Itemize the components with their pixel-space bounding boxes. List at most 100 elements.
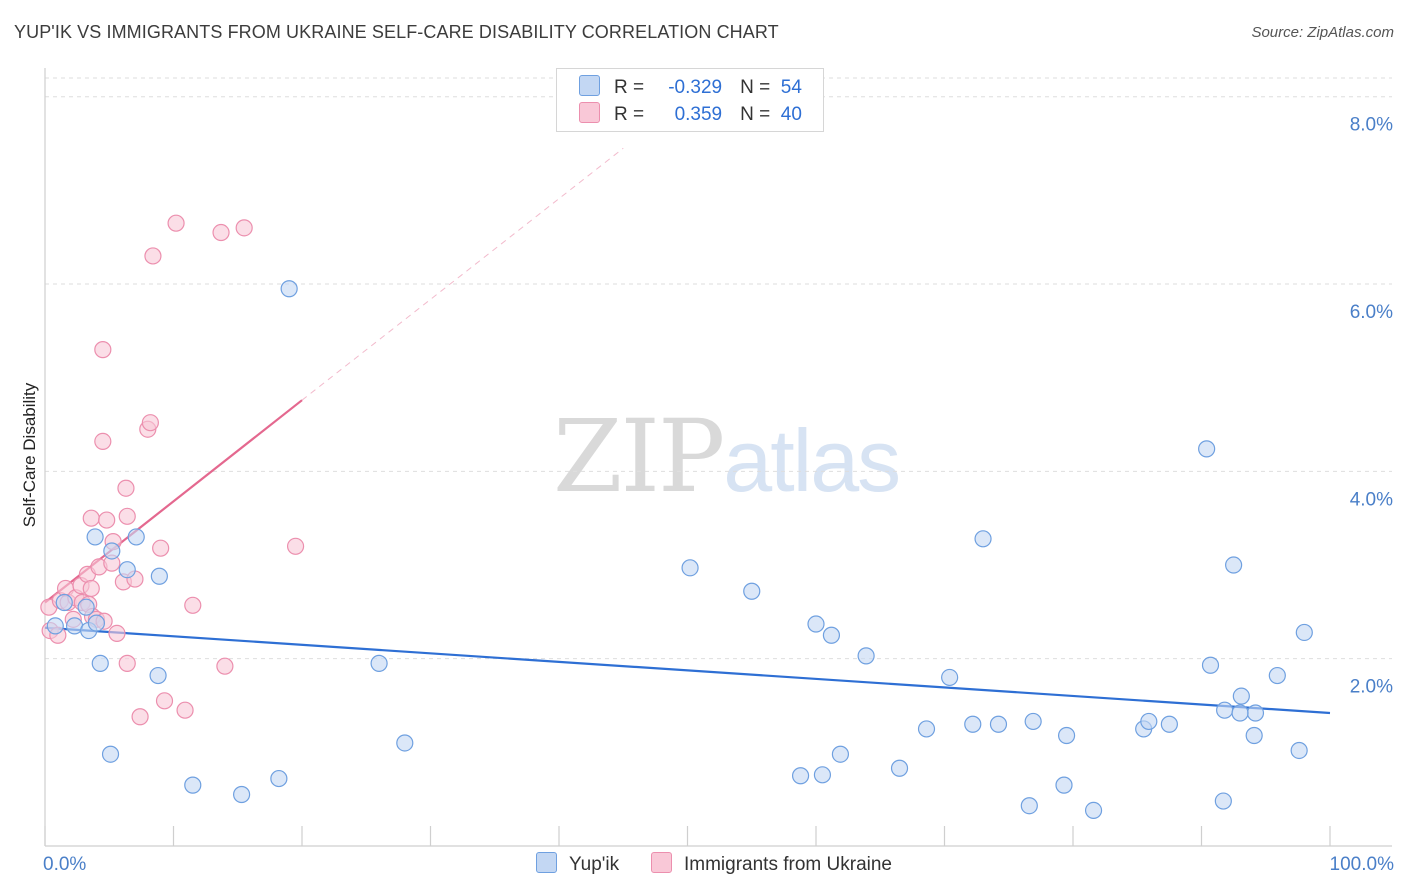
data-point-yupik: [1024, 712, 1042, 731]
data-point-ukraine: [212, 223, 230, 242]
bottom-legend-yupik: Yup'ik: [536, 852, 619, 878]
legend-r-label: R =: [614, 77, 645, 98]
y-tick-label: 2.0%: [1350, 677, 1393, 698]
source-label: Source: ZipAtlas.com: [1251, 24, 1394, 41]
data-point-yupik: [1055, 776, 1073, 794]
legend-r-label: R =: [614, 104, 645, 125]
data-point-ukraine: [176, 701, 194, 719]
data-point-ukraine: [118, 654, 136, 672]
data-point-yupik: [890, 759, 909, 777]
data-point-yupik: [1225, 556, 1243, 574]
data-point-yupik: [941, 668, 959, 687]
data-point-yupik: [118, 561, 136, 579]
legend-swatch-ukraine: [579, 102, 600, 123]
data-point-ukraine: [118, 507, 136, 525]
data-point-yupik: [1214, 792, 1232, 810]
data-point-ukraine: [94, 432, 112, 450]
data-point-yupik: [1201, 656, 1220, 674]
data-point-yupik: [1290, 741, 1308, 760]
correlation-legend: R = -0.329 N = 54 R = 0.359 N = 40: [556, 68, 824, 132]
data-point-ukraine: [141, 414, 159, 432]
data-point-yupik: [813, 766, 832, 784]
data-point-yupik: [370, 654, 388, 672]
data-point-ukraine: [155, 692, 174, 710]
legend-n-value: 54: [780, 77, 802, 98]
trend-line-extension: [301, 147, 624, 401]
tick-labels: 2.0% 4.0% 6.0% 8.0% 0.0% 100.0% Self-Care Disa…: [20, 115, 1394, 875]
data-point-yupik: [55, 593, 73, 612]
gridlines: [45, 77, 1392, 660]
data-point-yupik: [743, 582, 761, 600]
data-point-yupik: [807, 615, 825, 633]
data-point-yupik: [1232, 687, 1250, 705]
data-point-yupik: [1268, 666, 1286, 685]
data-point-yupik: [1231, 704, 1249, 722]
data-point-yupik: [964, 715, 982, 733]
data-point-yupik: [917, 720, 936, 738]
trend-line-yupik: [44, 626, 1331, 715]
data-point-ukraine: [144, 247, 162, 265]
data-point-ukraine: [98, 511, 116, 529]
bottom-legend-label-ukraine: Immigrants from Ukraine: [684, 854, 892, 875]
legend-row-yupik: R = -0.329 N = 54: [579, 75, 802, 99]
data-point-yupik: [270, 769, 288, 788]
data-point-yupik: [1216, 701, 1234, 719]
data-point-yupik: [46, 617, 64, 635]
data-point-yupik: [101, 745, 120, 763]
data-point-ukraine: [94, 341, 112, 359]
legend-n-label: N =: [740, 77, 771, 98]
data-point-ukraine: [235, 219, 253, 237]
data-point-yupik: [396, 734, 414, 752]
data-point-yupik: [149, 666, 167, 685]
data-point-yupik: [150, 567, 168, 585]
data-point-yupik: [791, 767, 810, 785]
data-point-yupik: [87, 614, 106, 632]
data-point-yupik: [77, 598, 95, 616]
legend-row-ukraine: R = 0.359 N = 40: [579, 102, 802, 126]
data-point-yupik: [831, 745, 850, 763]
legend-n-value: 40: [780, 104, 802, 125]
data-point-ukraine: [216, 657, 234, 675]
bottom-legend-label-yupik: Yup'ik: [569, 854, 620, 875]
legend-swatch-yupik: [579, 75, 600, 96]
y-tick-label: 4.0%: [1350, 489, 1393, 510]
x-tick-label-max: 100.0%: [1330, 854, 1395, 875]
data-point-yupik: [91, 654, 109, 672]
data-point-ukraine: [152, 539, 170, 557]
data-point-yupik: [1160, 715, 1178, 733]
data-point-yupik: [1295, 623, 1313, 642]
bottom-legend-swatch-ukraine: [651, 852, 672, 873]
data-point-yupik: [86, 528, 104, 546]
watermark-atlas: atlas: [723, 411, 901, 510]
data-points: [40, 214, 1313, 820]
data-point-yupik: [1084, 801, 1103, 820]
data-point-yupik: [1246, 704, 1265, 722]
data-point-ukraine: [167, 214, 185, 232]
data-point-ukraine: [117, 479, 135, 497]
data-point-yupik: [1057, 726, 1076, 745]
axes: [44, 68, 1392, 847]
data-point-yupik: [127, 528, 145, 546]
data-point-yupik: [822, 626, 841, 644]
data-point-yupik: [233, 785, 251, 804]
legend-r-value: -0.329: [668, 77, 723, 98]
data-point-ukraine: [82, 579, 100, 598]
data-point-yupik: [989, 715, 1008, 733]
data-point-ukraine: [82, 509, 100, 527]
data-point-ukraine: [108, 624, 126, 642]
bottom-legend-swatch-yupik: [536, 852, 557, 873]
data-point-yupik: [184, 776, 202, 794]
x-tick-label-min: 0.0%: [43, 854, 86, 875]
legend-n-label: N =: [740, 104, 771, 125]
data-point-yupik: [1140, 712, 1158, 731]
data-point-yupik: [103, 542, 121, 560]
data-point-ukraine: [131, 708, 149, 726]
data-point-yupik: [681, 559, 699, 577]
bottom-legend-ukraine: Immigrants from Ukraine: [651, 852, 892, 878]
y-tick-label: 6.0%: [1350, 302, 1393, 323]
legend-r-value: 0.359: [674, 104, 723, 125]
y-tick-label: 8.0%: [1350, 115, 1393, 136]
data-point-yupik: [974, 530, 992, 548]
watermark: ZIPatlas: [553, 398, 901, 515]
